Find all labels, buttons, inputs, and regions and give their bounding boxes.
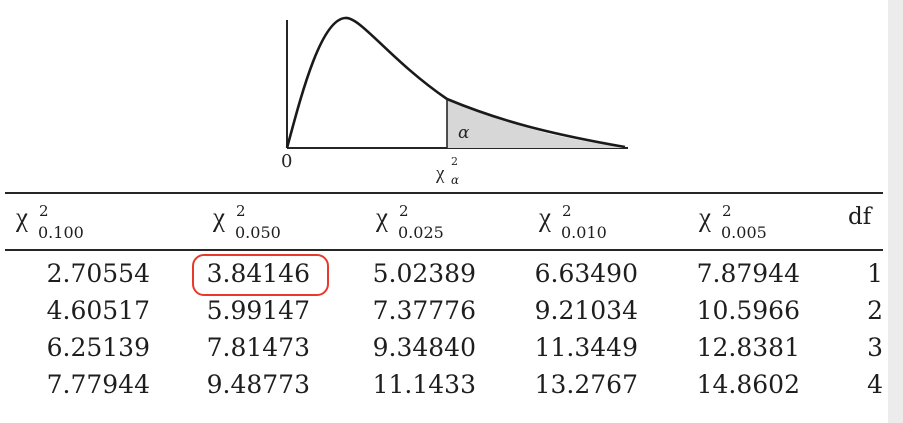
superscript: 2 — [562, 202, 572, 220]
column-header-0.050: χ 2 0.050 — [213, 202, 281, 242]
superscript: 2 — [39, 202, 49, 220]
table-cell: 5.99147 — [206, 296, 310, 325]
alpha-label: α — [458, 123, 470, 143]
chi-square-density-figure: 0 α χ 2 α — [281, 16, 628, 187]
chi-symbol: χ — [16, 202, 28, 232]
table-cell: 5.02389 — [372, 259, 476, 288]
column-header-0.005: χ 2 0.005 — [699, 202, 767, 242]
table-cell: 9.48773 — [206, 370, 310, 399]
chi-symbol: χ — [376, 202, 388, 232]
table-cell: 6.63490 — [534, 259, 638, 288]
chi-symbol: χ — [539, 202, 551, 232]
subscript: 0.100 — [38, 223, 84, 242]
highlight-circle — [192, 254, 329, 296]
table-cell: 2.70554 — [46, 259, 150, 288]
df-cell: 4 — [867, 370, 883, 399]
table-cell: 9.34840 — [372, 333, 476, 362]
table-cell: 7.77944 — [46, 370, 150, 399]
table-cell: 7.37776 — [372, 296, 476, 325]
table-top-rule — [5, 192, 883, 194]
table-header-rule — [5, 249, 883, 251]
table-cell: 13.2767 — [534, 370, 638, 399]
table-cell: 4.60517 — [46, 296, 150, 325]
right-edge-strip — [888, 0, 903, 423]
chi-symbol: χ — [213, 202, 225, 232]
critical-chi-symbol: χ — [435, 163, 445, 184]
df-header: df — [848, 204, 872, 230]
superscript: 2 — [236, 202, 246, 220]
density-curve — [285, 16, 626, 149]
subscript: 0.010 — [561, 223, 607, 242]
critical-superscript: 2 — [451, 155, 458, 168]
table-cell: 10.5966 — [696, 296, 800, 325]
subscript: 0.050 — [235, 223, 281, 242]
origin-label: 0 — [281, 151, 292, 172]
df-cell: 3 — [867, 333, 883, 362]
table-cell: 6.25139 — [46, 333, 150, 362]
df-cell: 2 — [867, 296, 883, 325]
table-cell: 14.8602 — [696, 370, 800, 399]
table-cell: 7.87944 — [696, 259, 800, 288]
column-header-0.100: χ 2 0.100 — [16, 202, 84, 242]
column-header-0.025: χ 2 0.025 — [376, 202, 444, 242]
subscript: 0.025 — [398, 223, 444, 242]
alpha-tail-area — [447, 99, 625, 148]
table-cell: 7.81473 — [206, 333, 310, 362]
table-cell: 9.21034 — [534, 296, 638, 325]
table-cell: 11.1433 — [372, 370, 476, 399]
table-cell: 3.84146 — [206, 259, 310, 288]
critical-value-label: χ 2 α — [435, 155, 459, 187]
table-cell: 12.8381 — [696, 333, 800, 362]
df-cell: 1 — [867, 259, 883, 288]
subscript: 0.005 — [721, 223, 767, 242]
chi-symbol: χ — [699, 202, 711, 232]
table-cell: 11.3449 — [534, 333, 638, 362]
superscript: 2 — [399, 202, 409, 220]
column-header-0.010: χ 2 0.010 — [539, 202, 607, 242]
critical-subscript: α — [451, 173, 459, 187]
superscript: 2 — [722, 202, 732, 220]
